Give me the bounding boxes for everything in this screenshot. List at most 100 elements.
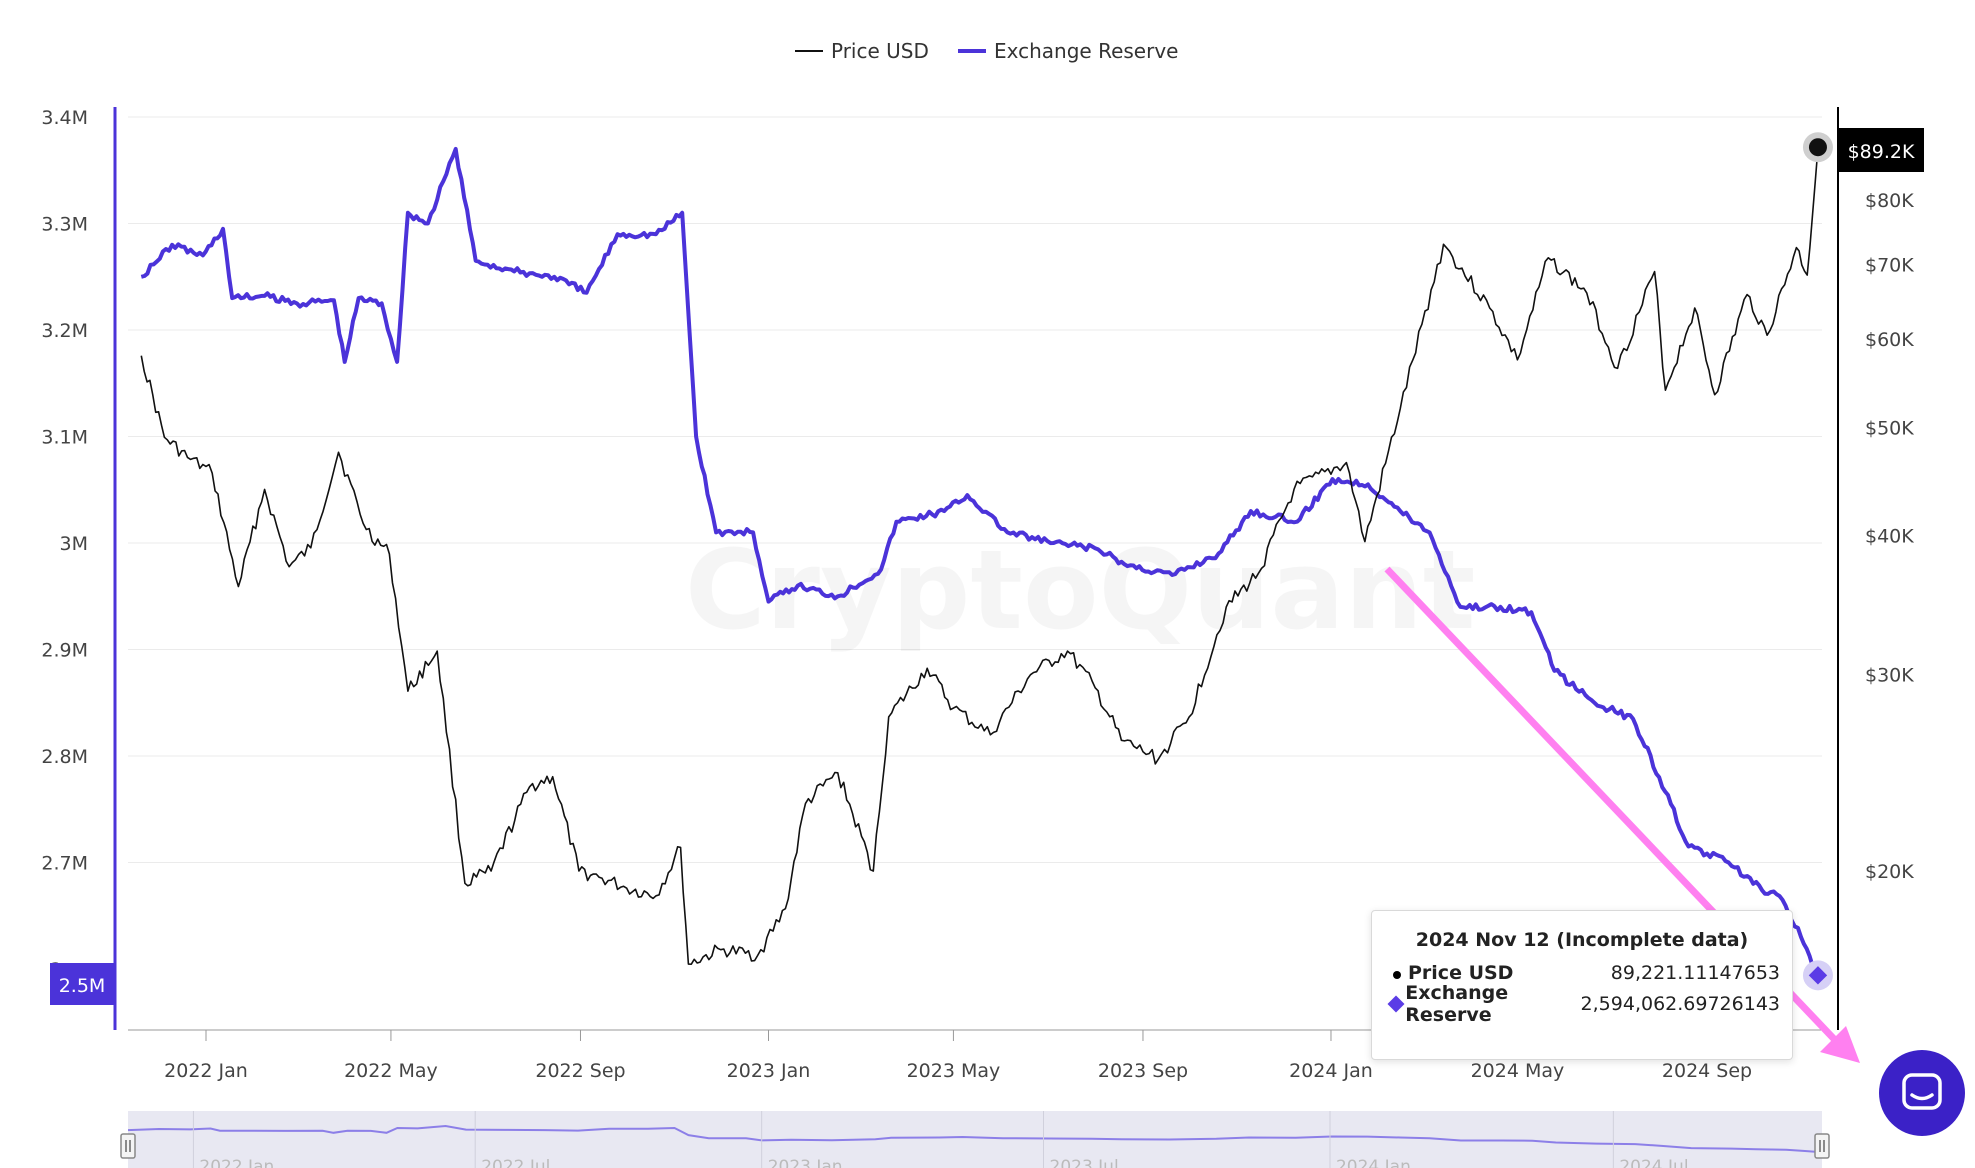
price-data-point [1064,648,1070,654]
left-axis-badge: 2.5M [50,963,114,1005]
price-data-point [924,665,930,671]
reserve-data-point [693,434,699,440]
price-data-point [185,454,191,460]
tooltip-price-name: Price USD [1408,962,1514,984]
x-tick-label: 2023 May [907,1060,1001,1082]
reserve-data-point [342,359,348,365]
reserve-data-point [169,242,175,248]
price-data-point [678,844,684,850]
reserve-data-point [1457,604,1463,610]
price-data-point [1362,539,1368,545]
price-data-point [1397,406,1403,412]
price-data-point [1343,460,1349,466]
navigator-tick-label: 2022 Jul [481,1157,550,1168]
reserve-data-point [379,300,385,306]
reserve-data-point [1551,668,1557,674]
price-data-point [870,868,876,874]
range-navigator[interactable]: 2022 Jan 2022 Jul 2023 Jan 2023 Jul 2024 Jan… [120,1111,1830,1168]
price-data-point [1764,332,1770,338]
navigator-tick-label: 2024 Jul [1619,1157,1688,1168]
x-tick-label: 2022 Jan [164,1060,248,1082]
chat-button[interactable] [1879,1050,1965,1136]
price-data-point [386,551,392,557]
x-tick-label: 2024 Jan [1289,1060,1373,1082]
price-data-point [1545,255,1551,261]
price-data-point [1692,305,1698,311]
navigator-left-handle[interactable] [120,1133,136,1159]
price-data-point [1744,292,1750,298]
navigator-tick-label: 2023 Jul [1050,1157,1119,1168]
reserve-data-point [941,508,947,514]
left-tick-label: 3.4M [41,107,88,129]
legend-reserve-label[interactable]: Exchange Reserve [994,39,1178,63]
reserve-data-point [1397,508,1403,514]
series-exchange-reserve-line[interactable] [140,146,1820,977]
reserve-data-point [1121,561,1127,567]
x-axis-ticks: 2022 Jan 2022 May 2022 Sep 2023 Jan 2023 May… [164,1030,1752,1082]
reserve-data-point [1330,476,1336,482]
reserve-data-point [584,290,590,296]
legend[interactable]: Price USD Exchange Reserve [795,39,1178,63]
reserve-data-point [138,274,144,280]
trend-arrow-head [1820,1026,1860,1063]
price-data-point [1092,685,1098,691]
price-data-point [599,875,605,881]
reserve-data-point [220,226,226,232]
grid-lines [128,116,1822,863]
price-data-point [1223,604,1229,610]
price-data-point [209,470,215,476]
series-price-usd-line[interactable] [140,147,1819,965]
price-data-point [1440,241,1446,247]
reserve-data-point [1528,609,1534,615]
tooltip: 2024 Nov 12 (Incomplete data) Price USD … [1371,910,1793,1060]
right-axis-ticks: $80K $70K $60K $50K $40K $30K $20K [1865,190,1914,883]
x-tick-label: 2024 May [1471,1060,1565,1082]
price-data-point [1615,365,1621,371]
reserve-data-point [1248,508,1254,514]
price-data-point [138,353,144,359]
navigator-tick-label: 2024 Jan [1336,1157,1411,1168]
left-tick-label: 3M [60,533,88,555]
price-data-point [1712,392,1718,398]
right-tick-label: $30K [1865,665,1914,687]
right-tick-label: $50K [1865,417,1914,439]
price-data-point [886,714,892,720]
price-data-point [550,774,556,780]
price-data-point [1291,486,1297,492]
price-data-point [462,880,468,886]
price-data-point [286,564,292,570]
reserve-data-point [1686,844,1692,850]
tooltip-row-reserve: Exchange Reserve 2,594,062.69726143 [1386,982,1780,1026]
chat-bubble-icon [1902,1073,1942,1110]
price-data-point [782,906,788,912]
price-data-point [1804,272,1810,278]
left-tick-label: 2.8M [41,746,88,768]
price-data-point [235,583,241,589]
reserve-data-point [1630,716,1636,722]
price-data-point [987,732,993,738]
right-axis-badge: $89.2K [1839,128,1924,172]
reserve-end-marker[interactable] [1808,966,1828,985]
navigator-window[interactable] [128,1111,1822,1168]
price-data-point [1027,672,1033,678]
reserve-data-point [795,583,801,589]
reserve-data-point [1365,481,1371,487]
price-data-point [1186,714,1192,720]
price-data-point [1662,387,1668,393]
navigator-right-handle[interactable] [1814,1133,1830,1159]
reserve-data-point [394,359,400,365]
reserve-data-point [331,297,337,303]
tooltip-reserve-diamond-icon [1386,993,1405,1015]
price-data-point [576,868,582,874]
price-data-point [1652,269,1658,275]
price-data-point [336,449,342,455]
tooltip-price-value: 89,221.11147653 [1610,962,1780,984]
x-tick-label: 2023 Jan [727,1060,811,1082]
price-end-marker[interactable] [1808,138,1827,157]
right-tick-label: $70K [1865,255,1914,277]
legend-price-label[interactable]: Price USD [831,39,929,63]
right-tick-label: $40K [1865,526,1914,548]
left-tick-label: 3.3M [41,214,88,236]
reserve-data-point [473,258,479,264]
